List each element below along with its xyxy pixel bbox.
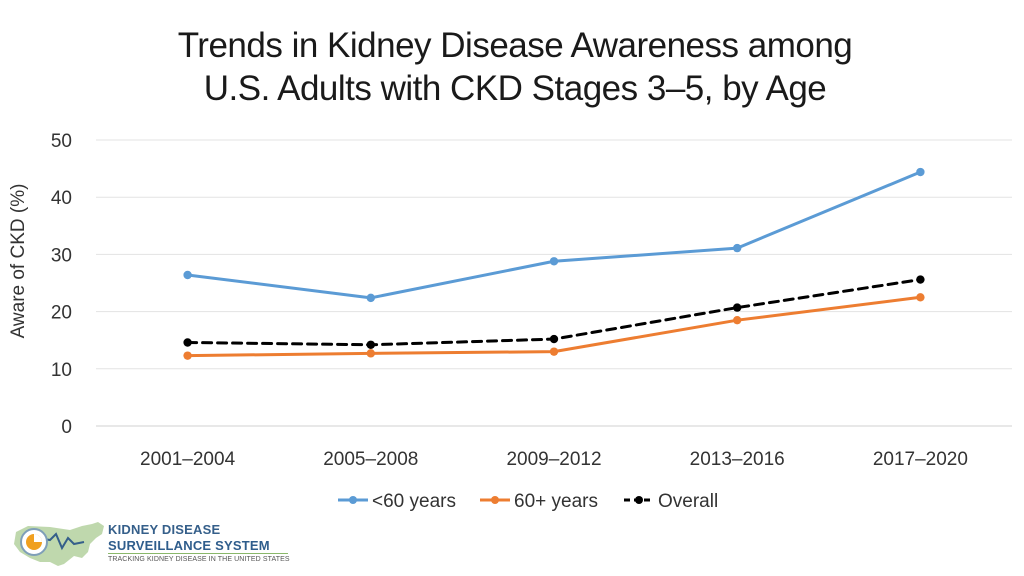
y-tick-label: 40 (51, 188, 72, 209)
data-point-under60 (549, 257, 559, 266)
x-tick-label: 2005–2008 (323, 449, 418, 470)
gridlines (96, 139, 1012, 427)
series-under60 (183, 167, 925, 303)
y-tick-label: 20 (51, 303, 72, 324)
legend-swatch-marker (635, 496, 643, 504)
logo-title-line-1: KIDNEY DISEASE (108, 522, 221, 537)
kdss-logo: KIDNEY DISEASE SURVEILLANCE SYSTEM TRACK… (10, 518, 300, 570)
data-point-under60 (733, 243, 742, 253)
data-point-under60 (916, 167, 925, 177)
series-overall (183, 275, 925, 349)
x-tick-label: 2017–2020 (873, 449, 968, 470)
data-point-overall (916, 275, 925, 284)
data-point-over60 (366, 349, 375, 358)
legend-swatch-marker (349, 496, 357, 504)
series-line-over60 (186, 295, 922, 358)
logo-divider (108, 553, 288, 554)
legend: <60 years 60+ years Overall (338, 491, 718, 512)
legend-label: 60+ years (514, 491, 598, 512)
us-map-logo-icon (14, 522, 104, 566)
y-tick-label: 10 (51, 360, 72, 381)
logo-title-line-2: SURVEILLANCE SYSTEM (108, 538, 270, 553)
data-point-over60 (916, 293, 925, 302)
y-tick-label: 0 (61, 417, 72, 438)
legend-item-overall: Overall (624, 491, 718, 512)
x-tick-label: 2009–2012 (506, 449, 601, 470)
data-point-overall (733, 303, 742, 312)
series-lines (183, 167, 925, 360)
series-over60 (183, 293, 925, 360)
x-tick-label: 2013–2016 (690, 449, 785, 470)
logo-tagline: TRACKING KIDNEY DISEASE IN THE UNITED ST… (108, 556, 290, 563)
data-point-overall (549, 334, 559, 344)
data-point-overall (366, 340, 375, 349)
legend-item-over60: 60+ years (480, 491, 598, 512)
x-tick-label: 2001–2004 (140, 449, 236, 470)
series-line-under60 (186, 170, 922, 300)
legend-label: <60 years (372, 491, 456, 512)
y-axis-ticks: 0 10 20 30 40 50 (51, 131, 72, 438)
y-tick-label: 30 (51, 245, 72, 266)
legend-label: Overall (658, 491, 718, 512)
data-point-over60 (733, 315, 742, 325)
data-point-over60 (183, 351, 192, 360)
legend-item-under60: <60 years (338, 491, 456, 512)
legend-swatch-marker (491, 496, 499, 504)
chart-title-line-2: U.S. Adults with CKD Stages 3–5, by Age (203, 69, 827, 108)
x-axis-ticks: 2001–2004 2005–2008 2009–2012 2013–2016 2017… (140, 449, 968, 470)
y-axis-label: Aware of CKD (%) (8, 184, 29, 339)
chart-title: Trends in Kidney Disease Awareness among… (100, 24, 930, 110)
chart-title-line-1: Trends in Kidney Disease Awareness among (177, 26, 853, 65)
data-point-under60 (183, 270, 192, 280)
data-point-under60 (366, 293, 375, 303)
data-point-overall (183, 338, 192, 347)
data-point-over60 (549, 347, 559, 356)
y-tick-label: 50 (51, 131, 72, 152)
